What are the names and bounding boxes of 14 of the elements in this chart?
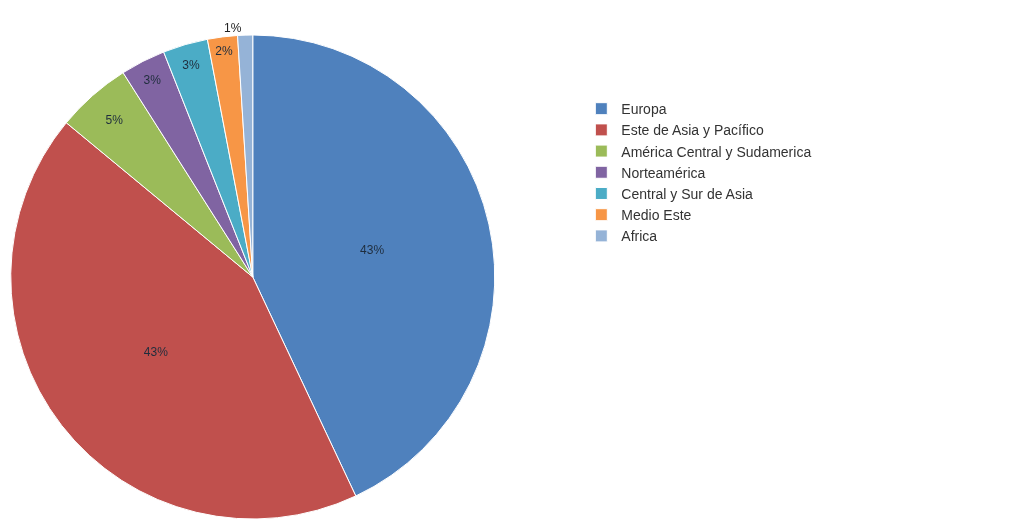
legend-label: Africa xyxy=(621,228,658,245)
legend-label: Europa xyxy=(621,101,667,118)
legend-label: Norteamérica xyxy=(621,164,706,181)
data-label: 43% xyxy=(143,345,169,360)
legend-label: Central y Sur de Asia xyxy=(621,185,754,202)
data-label: 2% xyxy=(215,44,234,59)
legend-label: Medio Este xyxy=(621,207,692,224)
data-label: 3% xyxy=(143,72,162,87)
data-label: 5% xyxy=(105,113,124,128)
data-label: 1% xyxy=(223,21,242,36)
data-label: 3% xyxy=(182,57,200,72)
legend-label: Este de Asia y Pacífico xyxy=(621,122,764,139)
data-label: 43% xyxy=(360,243,385,258)
legend-label: América Central y Sudamerica xyxy=(621,143,812,160)
